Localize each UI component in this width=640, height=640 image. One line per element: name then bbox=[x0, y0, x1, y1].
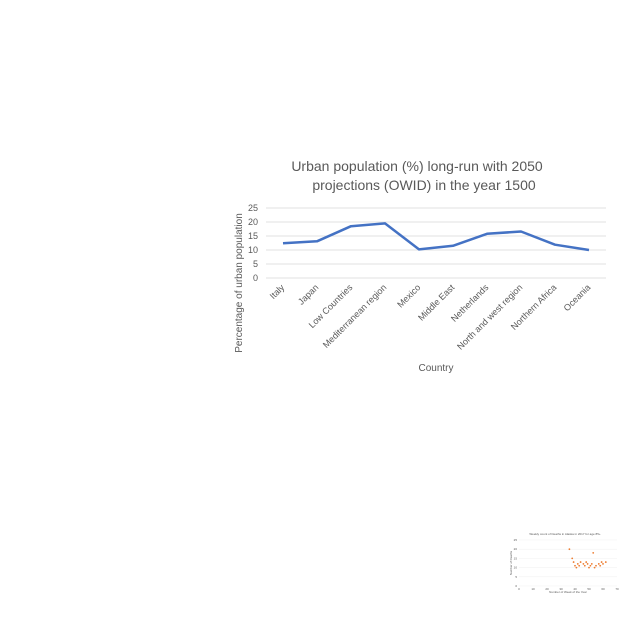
series-lines bbox=[282, 222, 590, 252]
mini-scatter-point bbox=[604, 561, 607, 563]
mini-x-tick-label: 0 bbox=[518, 587, 520, 591]
mini-scatter-point bbox=[590, 563, 593, 565]
y-axis-label: Percentage of urban population bbox=[234, 213, 245, 353]
mini-scatter-points bbox=[568, 548, 607, 569]
mini-scatter-point bbox=[571, 557, 574, 560]
mini-scatter-point bbox=[583, 564, 586, 567]
mini-scatter-point bbox=[593, 566, 596, 569]
mini-scatter-point bbox=[579, 561, 582, 563]
x-axis-label: Country bbox=[418, 363, 453, 374]
y-tick-label: 5 bbox=[253, 259, 258, 269]
mini-y-tick-label: 0 bbox=[515, 584, 517, 588]
mini-x-axis-label: Number of Week of the Year bbox=[549, 590, 587, 594]
mini-y-tick-label: 5 bbox=[515, 575, 517, 579]
mini-scatter-point bbox=[589, 564, 592, 567]
mini-chart-title: Weekly count of Deaths in Alaska in 2017… bbox=[529, 532, 600, 536]
mini-x-tick-label: 40 bbox=[573, 587, 577, 591]
mini-scatter-point bbox=[574, 564, 576, 567]
chart-title-line-1: Urban population (%) long-run with 2050 bbox=[291, 158, 543, 174]
mini-scatter-point bbox=[568, 548, 571, 551]
y-tick-label: 0 bbox=[253, 273, 258, 283]
mini-x-tick-label: 30 bbox=[559, 587, 563, 591]
mini-scatter-point bbox=[578, 564, 581, 567]
mini-scatter-point bbox=[597, 563, 600, 565]
mini-x-tick-label: 70 bbox=[615, 587, 619, 591]
mini-scatter-point bbox=[599, 564, 602, 567]
mini-scatter-point bbox=[586, 563, 589, 565]
mini-y-tick-label: 15 bbox=[514, 556, 518, 560]
mini-scatter-point bbox=[582, 563, 585, 565]
y-axis-ticks: 0 5 10 15 20 25 bbox=[248, 203, 258, 283]
mini-gridlines bbox=[519, 539, 617, 587]
mini-x-tick-label: 20 bbox=[545, 587, 549, 591]
gridlines bbox=[266, 207, 606, 279]
y-tick-label: 25 bbox=[248, 203, 258, 213]
chart-title-line-2: projections (OWID) in the year 1500 bbox=[312, 177, 536, 193]
mini-x-tick-label: 60 bbox=[601, 587, 605, 591]
series-line bbox=[282, 222, 590, 252]
mini-scatter-point bbox=[595, 564, 597, 567]
y-tick-label: 10 bbox=[248, 245, 258, 255]
y-tick-label: 15 bbox=[248, 231, 258, 241]
y-tick-label: 20 bbox=[248, 217, 258, 227]
mini-scatter-point bbox=[572, 561, 575, 563]
mini-x-tick-label: 50 bbox=[587, 587, 591, 591]
mini-scatter-point bbox=[588, 566, 590, 569]
mini-scatter-point bbox=[600, 561, 603, 563]
mini-y-tick-label: 25 bbox=[514, 538, 518, 542]
mini-x-axis-ticks: 0 10 20 30 40 50 60 70 bbox=[518, 587, 619, 591]
mini-scatter-point bbox=[602, 563, 604, 565]
mini-x-tick-label: 10 bbox=[531, 587, 535, 591]
mini-scatter-point bbox=[575, 566, 578, 569]
mini-y-axis-ticks: 0 5 10 15 20 25 bbox=[514, 538, 518, 588]
mini-scatter-point bbox=[592, 551, 595, 554]
mini-y-tick-label: 10 bbox=[514, 566, 518, 570]
mini-scatter-point bbox=[585, 561, 588, 563]
mini-y-axis-label: Number of Deaths bbox=[509, 550, 513, 575]
mini-scatter-point bbox=[576, 563, 579, 565]
mini-y-tick-label: 20 bbox=[514, 547, 518, 551]
